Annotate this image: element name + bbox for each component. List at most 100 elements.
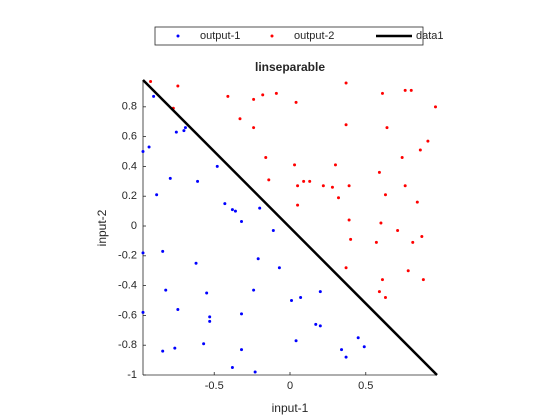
data-point bbox=[238, 117, 242, 121]
data-point bbox=[302, 179, 306, 183]
data-point bbox=[176, 84, 180, 88]
data-point bbox=[182, 129, 186, 133]
data-point bbox=[141, 150, 145, 154]
data-point bbox=[396, 228, 400, 232]
data-point bbox=[321, 184, 325, 188]
data-point bbox=[258, 206, 262, 210]
y-tick-label: 0.6 bbox=[122, 131, 137, 143]
data-point bbox=[299, 296, 303, 300]
data-point bbox=[196, 179, 200, 183]
data-point bbox=[347, 184, 351, 188]
y-tick-label: 0.8 bbox=[122, 101, 137, 113]
data-point bbox=[183, 126, 187, 130]
data-point bbox=[380, 91, 384, 95]
data-point bbox=[380, 278, 384, 282]
data-point bbox=[308, 179, 312, 183]
data-point bbox=[256, 257, 260, 261]
data-point bbox=[223, 202, 227, 206]
data-point bbox=[349, 237, 353, 241]
data-point bbox=[356, 336, 360, 340]
data-point bbox=[426, 139, 430, 143]
data-point bbox=[161, 349, 165, 353]
data-point bbox=[383, 193, 387, 197]
data-point bbox=[161, 249, 165, 253]
data-point bbox=[374, 240, 378, 244]
data-point bbox=[252, 97, 256, 101]
x-tick-label: 0 bbox=[287, 380, 293, 392]
data-point bbox=[344, 123, 348, 127]
data-point bbox=[253, 370, 257, 374]
data-point bbox=[141, 310, 145, 314]
data-point bbox=[152, 94, 156, 98]
y-tick-label: 0 bbox=[131, 220, 137, 232]
legend-box bbox=[154, 26, 424, 46]
data-point bbox=[274, 91, 278, 95]
legend-label: data1 bbox=[416, 30, 444, 42]
data-point bbox=[420, 234, 424, 238]
data-point bbox=[344, 266, 348, 270]
data-point bbox=[205, 291, 209, 295]
data-point bbox=[314, 322, 318, 326]
data-point bbox=[411, 240, 415, 244]
data-point bbox=[347, 218, 351, 222]
data-point bbox=[344, 81, 348, 85]
data-point bbox=[240, 312, 244, 316]
data-point bbox=[290, 299, 294, 303]
y-tick-label: 0.4 bbox=[122, 160, 137, 172]
data-point bbox=[379, 221, 383, 225]
data-point bbox=[264, 155, 268, 159]
data-point bbox=[362, 345, 366, 349]
y-axis-label: input-2 bbox=[95, 209, 109, 246]
data-line bbox=[142, 79, 438, 376]
legend-swatch bbox=[176, 34, 180, 38]
data-point bbox=[294, 339, 298, 343]
data-point bbox=[403, 184, 407, 188]
data-point bbox=[277, 266, 281, 270]
data-point bbox=[176, 307, 180, 311]
data-point bbox=[296, 203, 300, 207]
legend-label: output-1 bbox=[200, 30, 240, 42]
data-point bbox=[421, 278, 425, 282]
data-point bbox=[147, 145, 151, 149]
data-point bbox=[226, 94, 230, 98]
x-tick-label: 0.5 bbox=[358, 380, 373, 392]
data-point bbox=[403, 88, 407, 92]
data-point bbox=[409, 88, 413, 92]
data-point bbox=[173, 346, 177, 350]
data-point bbox=[194, 261, 198, 265]
data-point bbox=[141, 251, 145, 255]
data-point bbox=[149, 79, 153, 83]
data-point bbox=[383, 296, 387, 300]
x-tick-label: -0.5 bbox=[205, 380, 224, 392]
data-point bbox=[400, 155, 404, 159]
data-point bbox=[230, 208, 234, 212]
data-point bbox=[344, 355, 348, 359]
data-point bbox=[174, 130, 178, 134]
data-point bbox=[208, 315, 212, 319]
y-tick-label: 0.2 bbox=[122, 190, 137, 202]
data-point bbox=[433, 105, 437, 109]
data-point bbox=[230, 366, 234, 370]
data-point bbox=[296, 184, 300, 188]
data-point bbox=[208, 319, 212, 323]
y-tick-label: -0.4 bbox=[118, 280, 137, 292]
data-point bbox=[261, 93, 265, 97]
y-tick-label: -0.8 bbox=[118, 339, 137, 351]
data-point bbox=[164, 288, 168, 292]
data-point bbox=[215, 164, 219, 168]
legend-label: output-2 bbox=[294, 30, 334, 42]
y-tick-label: -1 bbox=[127, 369, 137, 381]
data-point bbox=[418, 148, 422, 152]
data-point bbox=[340, 348, 344, 352]
data-point bbox=[233, 209, 237, 213]
data-point bbox=[318, 290, 322, 294]
data-point bbox=[406, 269, 410, 273]
data-point bbox=[267, 178, 271, 182]
data-point bbox=[293, 163, 297, 167]
y-tick-label: -0.6 bbox=[118, 309, 137, 321]
data-point bbox=[385, 126, 389, 130]
data-point bbox=[377, 290, 381, 294]
y-tick-label: -0.2 bbox=[118, 250, 137, 262]
data-point bbox=[240, 348, 244, 352]
